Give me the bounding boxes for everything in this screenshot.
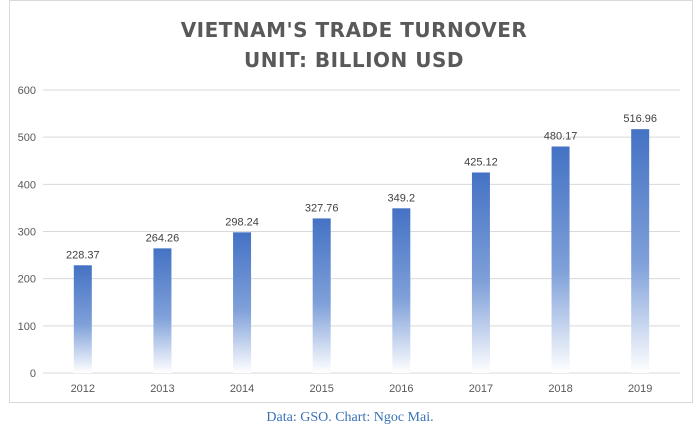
- data-label-2016: 349.2: [388, 192, 416, 204]
- x-tick-label: 2017: [469, 383, 493, 395]
- x-axis: 2012 2013 2014 2015 2016 2017 2018 2019: [71, 383, 653, 395]
- bar-2017: [471, 172, 490, 373]
- x-tick-label: 2019: [628, 383, 652, 395]
- x-tick-label: 2012: [71, 383, 95, 395]
- y-tick-label: 300: [18, 227, 36, 239]
- data-label-2017: 425.12: [464, 156, 498, 168]
- x-tick-label: 2014: [230, 383, 254, 395]
- gridlines: [43, 89, 680, 374]
- y-tick-label: 200: [18, 274, 36, 286]
- y-tick-label: 0: [30, 368, 36, 380]
- data-label-2019: 516.96: [623, 113, 657, 125]
- data-labels: 228.37 264.26 298.24 327.76 349.2 425.12 480.1…: [66, 113, 657, 261]
- bar-2018: [551, 146, 570, 373]
- y-tick-label: 500: [18, 132, 36, 144]
- bar-2016: [392, 208, 411, 373]
- bar-2013: [153, 248, 172, 373]
- chart-caption: Data: GSO. Chart: Ngoc Mai.: [266, 410, 434, 425]
- bar-2019: [631, 129, 650, 373]
- data-label-2015: 327.76: [305, 202, 339, 214]
- y-tick-label: 100: [18, 321, 36, 333]
- y-tick-label: 400: [18, 179, 36, 191]
- y-tick-label: 600: [18, 85, 36, 97]
- chart-title-line-1: VIETNAM'S TRADE TURNOVER: [181, 18, 528, 42]
- bars: [73, 129, 650, 373]
- bar-2015: [312, 218, 331, 373]
- data-label-2014: 298.24: [225, 216, 259, 228]
- bar-2014: [233, 232, 252, 373]
- chart-title-line-2: UNIT: BILLION USD: [244, 48, 464, 72]
- bar-chart: VIETNAM'S TRADE TURNOVER UNIT: BILLION U…: [18, 18, 680, 395]
- data-label-2012: 228.37: [66, 249, 100, 261]
- x-tick-label: 2018: [548, 383, 572, 395]
- data-label-2013: 264.26: [146, 232, 180, 244]
- x-tick-label: 2016: [389, 383, 413, 395]
- x-tick-label: 2013: [150, 383, 174, 395]
- data-label-2018: 480.17: [544, 131, 578, 143]
- bar-2012: [73, 265, 92, 373]
- chart-frame: [9, 0, 693, 403]
- y-axis: 0 100 200 300 400 500 600: [18, 85, 36, 380]
- x-tick-label: 2015: [309, 383, 333, 395]
